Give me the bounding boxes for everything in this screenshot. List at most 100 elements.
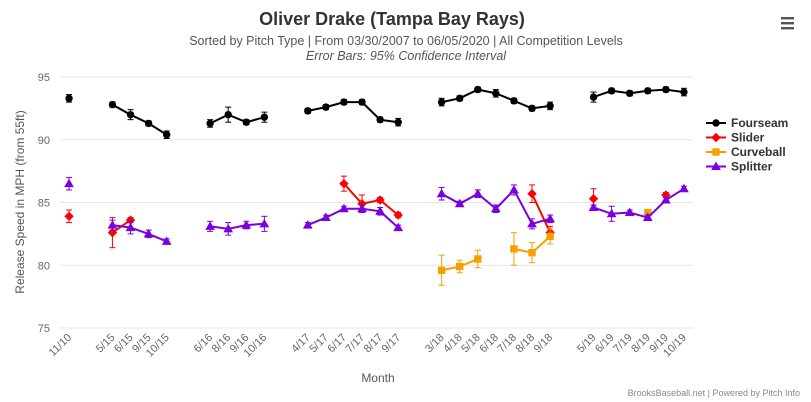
data-point-splitter[interactable] (302, 220, 313, 229)
legend-marker-curveball (712, 148, 720, 156)
data-point-splitter[interactable] (509, 184, 519, 194)
chart-title: Oliver Drake (Tampa Bay Rays) (259, 9, 525, 29)
data-point-fourseam[interactable] (680, 88, 688, 96)
data-point-fourseam[interactable] (626, 89, 634, 98)
data-point-splitter[interactable] (606, 208, 617, 218)
series-curveball (437, 208, 652, 286)
y-tick-label: 85 (38, 198, 50, 210)
data-point-fourseam[interactable] (474, 85, 482, 94)
data-point-fourseam[interactable] (108, 100, 117, 109)
data-point-splitter[interactable] (223, 223, 234, 233)
data-point-curveball[interactable] (510, 245, 518, 253)
data-point-curveball[interactable] (528, 249, 536, 257)
data-point-fourseam[interactable] (163, 131, 171, 139)
data-point-fourseam[interactable] (492, 89, 500, 98)
data-point-splitter[interactable] (241, 220, 252, 229)
series-line-fourseam (593, 88, 685, 99)
legend-label-slider: Slider (731, 131, 765, 145)
series-line-splitter (209, 222, 265, 230)
data-point-fourseam[interactable] (546, 102, 554, 110)
data-point-splitter[interactable] (624, 207, 635, 217)
data-point-splitter[interactable] (393, 222, 404, 232)
data-point-splitter[interactable] (125, 222, 136, 232)
series-line-slider (343, 183, 399, 216)
data-point-slider[interactable] (393, 210, 403, 220)
data-point-fourseam[interactable] (126, 110, 135, 119)
data-point-splitter[interactable] (339, 203, 349, 213)
data-point-splitter[interactable] (357, 203, 367, 213)
y-axis-ticks: 75 80 85 90 95 (38, 72, 50, 335)
data-point-splitter[interactable] (259, 218, 270, 228)
data-point-splitter[interactable] (107, 220, 118, 229)
legend-marker-slider (711, 132, 721, 143)
data-point-splitter[interactable] (161, 236, 172, 245)
data-point-fourseam[interactable] (260, 113, 269, 121)
series-line-slider (531, 193, 552, 234)
data-point-fourseam[interactable] (589, 93, 598, 101)
data-point-splitter[interactable] (491, 203, 501, 213)
data-point-splitter[interactable] (64, 178, 74, 188)
data-point-splitter[interactable] (588, 202, 599, 212)
data-point-fourseam[interactable] (644, 87, 652, 95)
data-point-curveball[interactable] (546, 232, 554, 241)
data-point-splitter[interactable] (436, 188, 447, 198)
data-point-splitter[interactable] (375, 206, 385, 215)
data-point-fourseam[interactable] (455, 94, 464, 103)
series-splitter (64, 176, 689, 245)
y-tick-label: 90 (38, 135, 50, 147)
data-point-fourseam[interactable] (144, 119, 153, 128)
data-point-fourseam[interactable] (322, 103, 330, 111)
data-point-splitter[interactable] (205, 221, 215, 230)
data-point-curveball[interactable] (437, 266, 446, 274)
x-tick-label: 9/17 (380, 332, 404, 356)
data-point-fourseam[interactable] (394, 118, 402, 126)
data-point-fourseam[interactable] (224, 110, 232, 119)
legend-marker-splitter (711, 161, 721, 170)
data-point-slider[interactable] (339, 178, 349, 189)
credits[interactable]: BrooksBaseball.net | Powered by Pitch In… (628, 388, 800, 398)
data-point-fourseam[interactable] (304, 107, 312, 115)
series-fourseam (65, 85, 688, 139)
data-point-splitter[interactable] (661, 194, 671, 204)
data-point-fourseam[interactable] (510, 97, 518, 105)
data-point-fourseam[interactable] (206, 119, 214, 128)
hamburger-menu-icon[interactable] (778, 16, 794, 32)
data-point-splitter[interactable] (454, 198, 465, 208)
data-point-splitter[interactable] (143, 228, 154, 238)
legend-item-splitter[interactable]: Splitter (706, 160, 773, 174)
data-point-slider[interactable] (107, 227, 118, 238)
legend-item-fourseam[interactable]: Fourseam (706, 116, 788, 130)
data-point-fourseam[interactable] (437, 98, 446, 106)
chart-subtitle: Sorted by Pitch Type | From 03/30/2007 t… (189, 34, 623, 48)
data-point-fourseam[interactable] (358, 98, 366, 106)
grid-lines (60, 76, 693, 329)
data-point-fourseam[interactable] (528, 104, 536, 113)
data-point-splitter[interactable] (679, 183, 689, 193)
data-point-fourseam[interactable] (607, 87, 616, 95)
data-point-fourseam[interactable] (662, 85, 670, 94)
plot-area (64, 85, 689, 286)
data-point-fourseam[interactable] (376, 115, 384, 124)
series-slider (64, 175, 671, 249)
series-line-splitter (593, 187, 685, 219)
series-line-fourseam (209, 113, 265, 125)
data-point-fourseam[interactable] (242, 118, 250, 126)
data-point-splitter[interactable] (642, 212, 653, 222)
data-point-slider[interactable] (64, 211, 74, 222)
legend-item-slider[interactable]: Slider (706, 131, 765, 145)
data-point-slider[interactable] (527, 189, 537, 199)
x-tick-label: 9/18 (532, 332, 556, 356)
data-point-slider[interactable] (375, 195, 385, 205)
data-point-fourseam[interactable] (340, 98, 348, 106)
data-point-splitter[interactable] (545, 213, 555, 223)
data-point-slider[interactable] (588, 194, 599, 204)
data-point-splitter[interactable] (320, 212, 331, 222)
data-point-curveball[interactable] (474, 255, 482, 263)
data-point-splitter[interactable] (472, 188, 483, 198)
data-point-fourseam[interactable] (65, 94, 73, 103)
data-point-splitter[interactable] (527, 218, 537, 228)
data-point-curveball[interactable] (455, 262, 464, 271)
legend-marker-fourseam (712, 119, 720, 127)
legend-item-curveball[interactable]: Curveball (706, 145, 786, 159)
